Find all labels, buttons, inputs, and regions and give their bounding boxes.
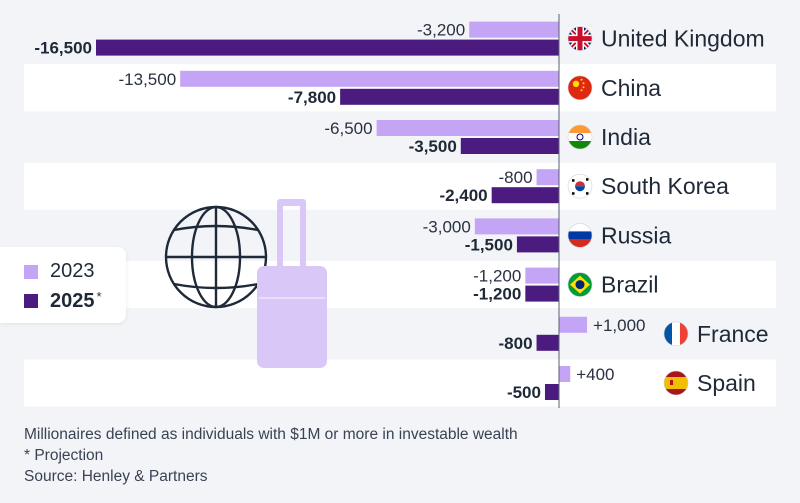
row-band-south-korea xyxy=(24,162,776,210)
row-band-brazil xyxy=(24,261,776,309)
category-label-spain: Spain xyxy=(697,370,756,396)
value-label-2023-south-korea: -800 xyxy=(499,168,533,187)
category-label-india: India xyxy=(601,124,651,150)
south-korea-flag-icon xyxy=(567,173,593,199)
value-label-2023-russia: -3,000 xyxy=(423,217,471,236)
category-label-france: France xyxy=(697,321,769,347)
bar-2023-brazil xyxy=(525,267,559,284)
bar-2023-china xyxy=(180,70,559,87)
bar-2023-france xyxy=(559,316,588,333)
spain-flag-icon xyxy=(663,370,689,396)
legend-item-2025: 2025 * xyxy=(24,289,102,313)
bar-2023-spain xyxy=(559,366,571,382)
category-label-brazil: Brazil xyxy=(601,272,659,298)
china-flag-icon xyxy=(567,75,593,101)
bar-2025-france xyxy=(536,334,559,351)
category-label-russia: Russia xyxy=(601,222,672,248)
legend: 2023 2025 * xyxy=(0,247,126,323)
brazil-flag-icon xyxy=(567,272,593,297)
legend-label-2023: 2023 xyxy=(50,260,95,282)
bar-2025-united-kingdom xyxy=(96,39,559,56)
bar-2023-united-kingdom xyxy=(469,21,559,38)
value-label-2023-spain: +400 xyxy=(576,365,614,384)
value-label-2025-south-korea: -2,400 xyxy=(439,186,487,205)
value-label-2023-brazil: -1,200 xyxy=(473,267,521,286)
india-flag-icon xyxy=(567,124,593,150)
bars xyxy=(96,21,588,400)
value-label-2025-russia: -1,500 xyxy=(465,235,513,254)
legend-label-2025-wrap: 2025 * xyxy=(50,289,102,313)
value-label-2025-india: -3,500 xyxy=(409,137,457,156)
footnote-definition: Millionaires defined as individuals with… xyxy=(24,426,518,443)
category-label-united-kingdom: United Kingdom xyxy=(601,26,765,52)
value-label-2023-united-kingdom: -3,200 xyxy=(417,21,465,40)
projection-mark: * xyxy=(96,289,102,304)
bar-2025-spain xyxy=(544,384,559,400)
bar-2025-india xyxy=(460,138,559,154)
category-labels: United Kingdom China India South Korea Russi… xyxy=(601,26,769,396)
value-label-2025-china: -7,800 xyxy=(288,88,336,107)
legend-swatch-2023 xyxy=(24,264,38,279)
value-label-2025-brazil: -1,200 xyxy=(473,285,521,304)
legend-swatch-2025 xyxy=(24,294,38,308)
footnote-projection: * Projection xyxy=(24,447,104,464)
legend-label-2025: 2025 xyxy=(50,290,95,312)
bar-2025-south-korea xyxy=(491,187,559,204)
uk-flag-icon xyxy=(567,26,593,51)
value-label-2023-china: -13,500 xyxy=(119,70,177,89)
bar-2023-south-korea xyxy=(536,169,559,186)
france-flag-icon xyxy=(663,321,689,347)
value-label-2023-france: +1,000 xyxy=(593,316,645,335)
globe-icon xyxy=(164,205,268,309)
value-label-2025-france: -800 xyxy=(499,334,533,353)
category-label-south-korea: South Korea xyxy=(601,173,729,199)
value-label-2023-india: -6,500 xyxy=(324,119,372,138)
value-label-2025-spain: -500 xyxy=(507,383,541,402)
bar-2025-china xyxy=(340,88,559,105)
decorations xyxy=(164,199,327,368)
bar-2023-russia xyxy=(474,218,559,235)
category-label-china: China xyxy=(601,75,661,101)
bar-2025-russia xyxy=(516,236,559,253)
value-label-2025-united-kingdom: -16,500 xyxy=(34,39,92,58)
suitcase-icon xyxy=(257,199,327,368)
russia-flag-icon xyxy=(567,223,593,248)
row-band-spain xyxy=(24,359,776,407)
legend-item-2023: 2023 xyxy=(24,260,95,283)
value-labels: -3,200 -16,500 -13,500 -7,800 -6,500 -3,500 -8… xyxy=(34,21,645,402)
footnotes: Millionaires defined as individuals with… xyxy=(24,424,518,487)
flags xyxy=(567,26,689,396)
bar-2023-india xyxy=(376,120,559,136)
footnote-source: Source: Henley & Partners xyxy=(24,468,208,485)
bar-2025-brazil xyxy=(525,285,559,302)
